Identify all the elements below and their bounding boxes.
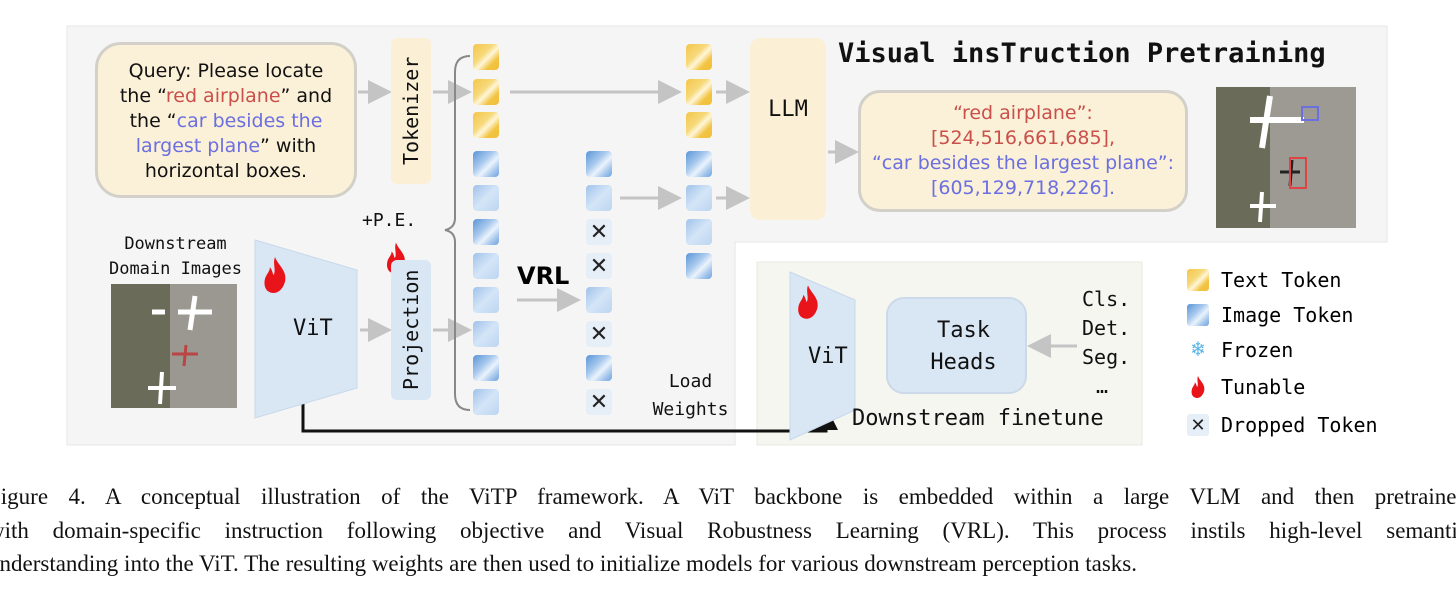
output-red-box: [524,516,661,685],	[930, 127, 1116, 149]
output-blue-name: “car besides the largest plane”:	[871, 152, 1175, 174]
legend-item: ❄ Frozen	[1187, 338, 1293, 362]
image-token	[473, 253, 499, 279]
image-token	[686, 151, 712, 177]
snowflake-icon: ❄	[1191, 337, 1205, 362]
vrl-label: VRL	[517, 262, 570, 290]
image-token	[473, 185, 499, 211]
caption-line: with domain-specific instruction followi…	[0, 518, 1456, 543]
legend-item: Tunable	[1187, 375, 1305, 399]
flow-arrows	[358, 80, 1077, 358]
text-token	[473, 44, 499, 70]
image-token	[586, 185, 612, 211]
image-token	[686, 253, 712, 279]
legend-item: Text Token	[1187, 268, 1341, 292]
image-token	[586, 287, 612, 313]
llm-box: LLM	[750, 38, 826, 220]
downstream-domain-image	[111, 284, 237, 408]
output-blue-box: [605,129,718,226].	[930, 177, 1116, 199]
image-token	[473, 151, 499, 177]
text-token	[473, 112, 499, 138]
text-token	[686, 44, 712, 70]
downstream-images-label: Downstream Domain Images	[108, 234, 243, 279]
flame-icon	[1191, 376, 1205, 398]
dropped-token-icon: ✕	[1187, 414, 1209, 436]
output-image-with-boxes	[1216, 87, 1356, 228]
task-more: …	[1096, 374, 1109, 398]
dropped-token-icon: ✕	[586, 321, 612, 347]
red-airplane-text: red airplane	[165, 85, 281, 107]
task-seg: Seg.	[1082, 345, 1131, 369]
task-cls: Cls.	[1082, 287, 1131, 311]
legend-item: ✕ Dropped Token	[1187, 413, 1378, 437]
task-det: Det.	[1082, 316, 1131, 340]
query-line: largest plane” with	[135, 135, 317, 157]
text-token-icon	[1187, 269, 1209, 291]
image-token	[473, 287, 499, 313]
load-weights-label: Load Weights	[652, 371, 729, 420]
finetune-label: Downstream finetune	[852, 406, 1104, 431]
vit-label: ViT	[293, 316, 333, 341]
query-line: the “car besides the	[129, 110, 323, 132]
output-box: “red airplane”: [524,516,661,685], “car …	[858, 90, 1188, 212]
image-token	[586, 151, 612, 177]
title: Visual insTruction Pretraining	[838, 38, 1326, 69]
legend-item: Image Token	[1187, 303, 1353, 327]
dropped-token-icon: ✕	[586, 253, 612, 279]
text-token	[473, 79, 499, 105]
task-list: Cls. Det. Seg. …	[1082, 285, 1130, 401]
image-token-icon	[1187, 304, 1209, 326]
image-token	[473, 219, 499, 245]
dropped-token-icon: ✕	[586, 219, 612, 245]
image-token	[473, 321, 499, 347]
tokenizer-box: Tokenizer	[391, 38, 431, 184]
output-red-name: “red airplane”:	[953, 102, 1093, 124]
image-token	[686, 219, 712, 245]
query-line: the “red airplane” and	[119, 85, 333, 107]
query-line: horizontal boxes.	[144, 160, 308, 182]
image-token	[473, 389, 499, 415]
dropped-token-icon: ✕	[586, 389, 612, 415]
query-box: Query: Please locate the “red airplane” …	[95, 42, 357, 198]
image-token	[686, 185, 712, 211]
image-token	[586, 355, 612, 381]
finetune-vit-label: ViT	[808, 344, 848, 369]
task-heads-box: Task Heads	[886, 297, 1027, 394]
pe-label: +P.E.	[362, 210, 417, 231]
text-token	[686, 79, 712, 105]
brace	[444, 55, 471, 411]
caption-line: understanding into the ViT. The resultin…	[0, 551, 1138, 576]
text-token	[686, 112, 712, 138]
car-text: car besides the	[176, 110, 323, 132]
caption-line: Figure 4. A conceptual illustration of t…	[0, 484, 1456, 509]
query-line: Query: Please locate	[128, 60, 324, 82]
projection-box: Projection	[391, 260, 431, 400]
image-token	[473, 355, 499, 381]
